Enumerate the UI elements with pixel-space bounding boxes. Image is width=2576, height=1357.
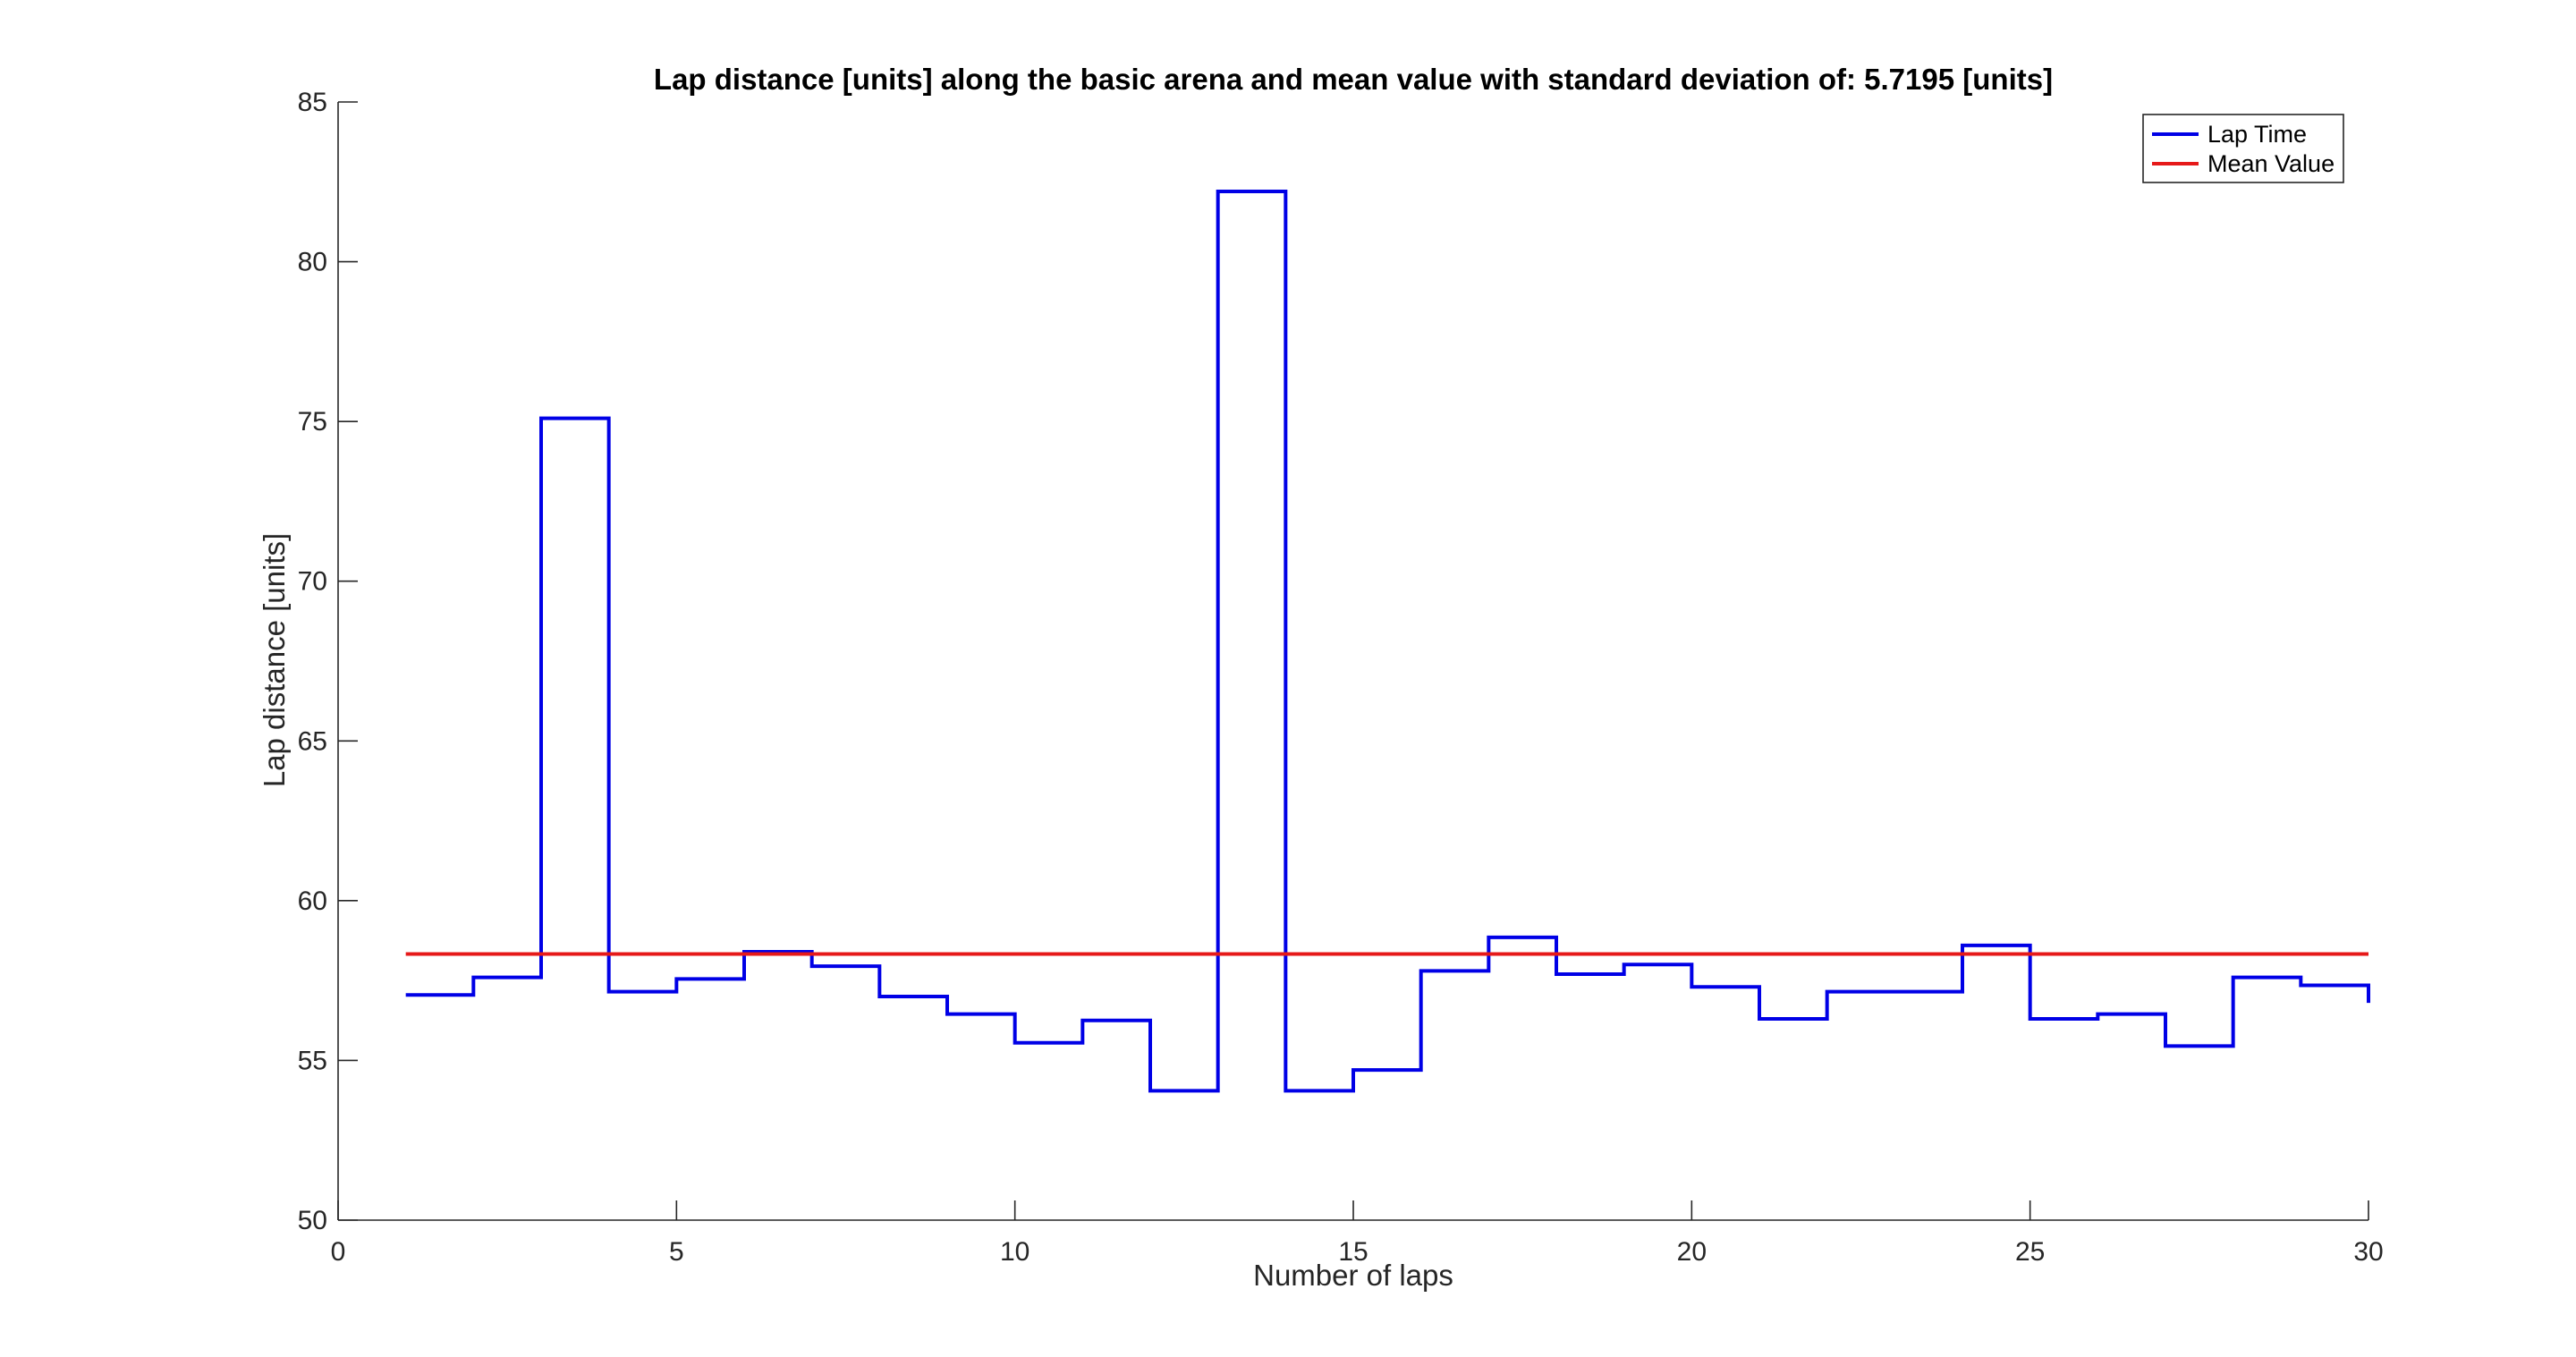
y-tick-label: 85 xyxy=(298,88,327,117)
x-tick-label: 20 xyxy=(1677,1237,1707,1267)
x-tick-label: 0 xyxy=(331,1237,346,1267)
legend-box xyxy=(2142,114,2344,183)
y-tick-label: 80 xyxy=(298,248,327,277)
y-tick-label: 70 xyxy=(298,567,327,597)
y-tick-label: 65 xyxy=(298,726,327,756)
y-tick-label: 75 xyxy=(298,407,327,437)
x-tick-label: 30 xyxy=(2353,1237,2383,1267)
y-tick-label: 50 xyxy=(298,1206,327,1235)
chart-title: Lap distance [units] along the basic are… xyxy=(654,63,2053,96)
y-tick-label: 60 xyxy=(298,886,327,916)
legend-label: Mean Value xyxy=(2207,150,2334,177)
x-tick-label: 15 xyxy=(1338,1237,1368,1267)
lap-time-series-line xyxy=(405,190,2370,1093)
x-tick-label: 5 xyxy=(669,1237,684,1267)
legend-label: Lap Time xyxy=(2207,121,2307,148)
y-axis-label: Lap distance [units] xyxy=(258,533,291,787)
y-tick-label: 55 xyxy=(298,1046,327,1075)
x-tick-label: 25 xyxy=(2015,1237,2045,1267)
x-axis-label: Number of laps xyxy=(1253,1259,1453,1292)
plot-area: 0 5 10 15 20 25 30 50 55 60 65 70 75 80 85 xyxy=(298,88,2384,1267)
x-tick-label: 10 xyxy=(1000,1237,1030,1267)
